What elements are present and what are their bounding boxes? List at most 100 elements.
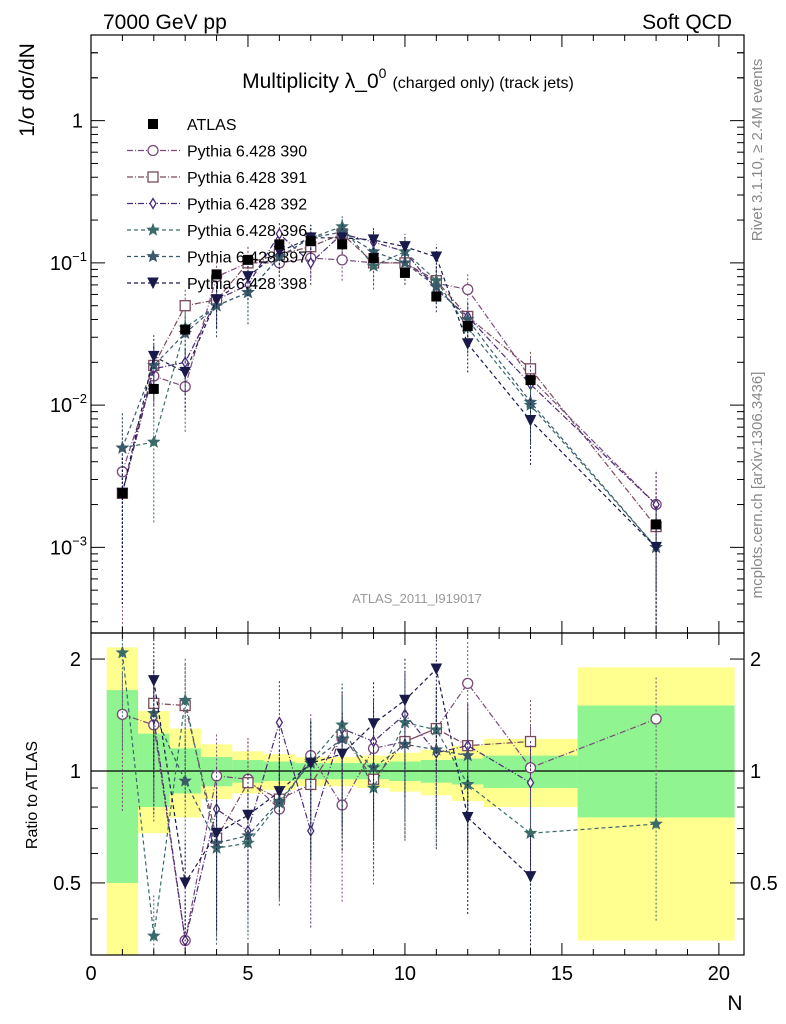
y-tick-label-bottom: 2	[70, 649, 81, 671]
x-tick-label: 15	[551, 963, 573, 985]
ratio-point-p398	[367, 718, 380, 730]
ratio-point-p396	[178, 693, 192, 706]
point-p398	[210, 294, 223, 306]
point-p392	[307, 256, 315, 270]
ratio-point-p397	[460, 748, 475, 762]
x-tick-label: 0	[85, 963, 96, 985]
point-atlas	[117, 488, 128, 499]
legend-marker-p390	[147, 144, 159, 157]
point-p398	[367, 234, 380, 247]
point-p392	[275, 227, 284, 241]
plot-title-suffix: (charged only) (track jets)	[392, 75, 573, 92]
y-tick-label-bottom: 1	[70, 761, 81, 783]
point-atlas	[242, 254, 253, 265]
series-line-p397	[121, 231, 657, 548]
analysis-id: ATLAS_2011_I919017	[352, 591, 482, 606]
series-line-p392	[121, 232, 657, 505]
ratio-point-p398	[147, 675, 160, 687]
series-line-p391	[121, 233, 657, 527]
ratio-point-p390	[462, 677, 474, 690]
point-p398	[524, 414, 537, 427]
point-atlas	[462, 320, 473, 331]
ratio-point-p396	[398, 715, 412, 729]
legend-label-p397: Pythia 6.428 397	[187, 250, 307, 267]
x-tick-label: 5	[242, 963, 253, 985]
legend-label-p390: Pythia 6.428 390	[187, 144, 307, 161]
ratio-line-p397	[153, 712, 468, 844]
ratio-point-p392	[275, 716, 284, 729]
point-atlas	[525, 375, 536, 386]
ratio-line-p392	[153, 713, 531, 941]
tick-mantissa: 10	[50, 253, 72, 275]
ratio-point-p390	[116, 708, 129, 721]
tick-exponent: −1	[72, 249, 87, 264]
tick-exponent: −3	[72, 533, 87, 548]
ratio-point-p396	[335, 717, 349, 731]
y-tick-label-top: 1	[72, 111, 83, 133]
ratio-point-p392	[526, 776, 535, 789]
point-atlas	[399, 267, 410, 278]
point-p398	[650, 541, 662, 554]
point-p397	[115, 440, 130, 454]
y-tick-label-bottom-right: 1	[750, 761, 761, 783]
legend-marker-atlas	[148, 119, 158, 129]
point-p390	[336, 254, 348, 266]
point-p398	[336, 232, 348, 244]
x-tick-label: 10	[394, 963, 416, 985]
y-tick-label-top: 10−1	[50, 249, 87, 275]
legend-label-p396: Pythia 6.428 396	[187, 223, 307, 240]
point-p392	[652, 498, 660, 511]
ratio-bands	[106, 647, 735, 955]
ratio-line-p390	[122, 682, 657, 941]
series-line-p396	[122, 225, 657, 548]
point-atlas	[651, 519, 662, 530]
ratio-point-p396	[147, 928, 161, 942]
ratio-point-p390	[650, 713, 662, 725]
point-p391	[524, 363, 537, 375]
y-axis-label-top: 1/σ dσ/dN	[16, 43, 39, 137]
y-axis-label-bottom: Ratio to ATLAS	[24, 741, 41, 849]
y-tick-label-top: 10−3	[50, 533, 87, 559]
ratio-point-p398	[242, 809, 254, 822]
point-atlas	[431, 291, 442, 302]
legend-marker-p398	[147, 277, 159, 290]
ratio-point-p398	[336, 748, 348, 761]
point-p398	[242, 271, 254, 283]
y-tick-label-bottom-right: 2	[750, 649, 761, 671]
point-p390	[462, 283, 474, 296]
ratio-point-p396	[115, 645, 130, 659]
legend: ATLAS Pythia 6.428 390 Pythia 6.428 391 Pyt…	[127, 117, 307, 293]
legend-marker-p392	[149, 197, 157, 210]
plot-title-superscript: 0	[379, 65, 387, 81]
ratio-point-p396	[649, 816, 663, 830]
ratio-point-p398	[524, 871, 537, 883]
ratio-point-p398	[304, 757, 317, 770]
legend-label-p391: Pythia 6.428 391	[187, 170, 307, 187]
point-p398	[461, 338, 474, 350]
main-plot-marks	[115, 214, 663, 633]
point-atlas	[148, 383, 159, 394]
bottom-frame	[90, 632, 745, 956]
point-p398	[399, 241, 411, 253]
ratio-point-p398	[461, 811, 474, 824]
point-atlas	[180, 324, 191, 335]
legend-marker-p397	[146, 249, 160, 263]
ratio-point-p398	[273, 786, 286, 798]
side-label-mcplots: mcplots.cern.ch [arXiv:1306.3436]	[749, 372, 766, 599]
legend-label-atlas: ATLAS	[187, 117, 237, 134]
point-p398	[179, 366, 191, 379]
point-atlas	[368, 253, 379, 264]
plot-title: Multiplicity λ_00 (charged only) (track j…	[242, 65, 574, 93]
tick-mantissa: 10	[50, 537, 72, 559]
header-right: Soft QCD	[642, 11, 732, 34]
point-p391	[179, 300, 191, 312]
y-tick-label-bottom-right: 0.5	[750, 873, 778, 895]
legend-label-p398: Pythia 6.428 398	[187, 276, 307, 293]
y-tick-label-top: 10−2	[50, 391, 87, 417]
ratio-point-p398	[430, 663, 443, 676]
tick-mantissa: 10	[50, 395, 72, 417]
ratio-point-p398	[179, 877, 191, 890]
ratio-point-p397	[178, 773, 192, 787]
